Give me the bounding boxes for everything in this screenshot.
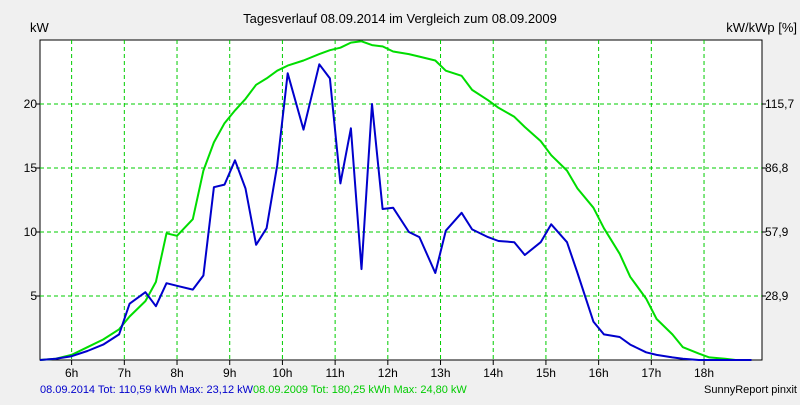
axis-ticks: 6h 7h 8h 9h 10h 11h 12h 13h 14h 15h 16h 17h 18h 5 28,9… — [24, 97, 795, 380]
x-tick-label: 17h — [641, 366, 661, 380]
y-tick-label-left: 15 — [24, 161, 38, 175]
y-tick-label-left: 10 — [24, 225, 38, 239]
y-tick-label-right: 28,9 — [765, 289, 789, 303]
y-tick-label-left: 5 — [30, 289, 37, 303]
x-tick-label: 11h — [326, 366, 345, 380]
chart-title: Tagesverlauf 08.09.2014 im Vergleich zum… — [243, 11, 557, 26]
plot-area — [39, 39, 763, 361]
footer-credit: SunnyReport pinxit — [704, 384, 797, 396]
y-tick-label-right: 57,9 — [765, 225, 789, 239]
x-tick-label: 9h — [223, 366, 236, 380]
series-line-2009 — [39, 40, 752, 361]
y-axis-label-right: kW/kWp [%] — [726, 20, 797, 35]
x-tick-label: 18h — [694, 366, 714, 380]
y-axis-label-left: kW — [30, 20, 50, 35]
series-lines — [39, 40, 752, 361]
x-tick-label: 10h — [272, 366, 292, 380]
footer-2009-summary: 08.09.2009 Tot: 180,25 kWh Max: 24,80 kW — [253, 384, 467, 396]
x-tick-label: 13h — [431, 366, 451, 380]
x-tick-label: 15h — [536, 366, 556, 380]
y-tick-label-left: 20 — [24, 97, 38, 111]
x-tick-label: 7h — [118, 366, 131, 380]
x-tick-label: 16h — [589, 366, 609, 380]
x-tick-label: 8h — [170, 366, 183, 380]
y-tick-label-right: 86,8 — [765, 161, 789, 175]
y-tick-label-right: 115,7 — [765, 97, 794, 111]
x-tick-label: 12h — [378, 366, 398, 380]
series-line-2014 — [39, 63, 752, 361]
x-tick-label: 14h — [483, 366, 503, 380]
footer-2014-summary: 08.09.2014 Tot: 110,59 kWh Max: 23,12 kW — [40, 384, 254, 396]
x-tick-label: 6h — [65, 366, 78, 380]
